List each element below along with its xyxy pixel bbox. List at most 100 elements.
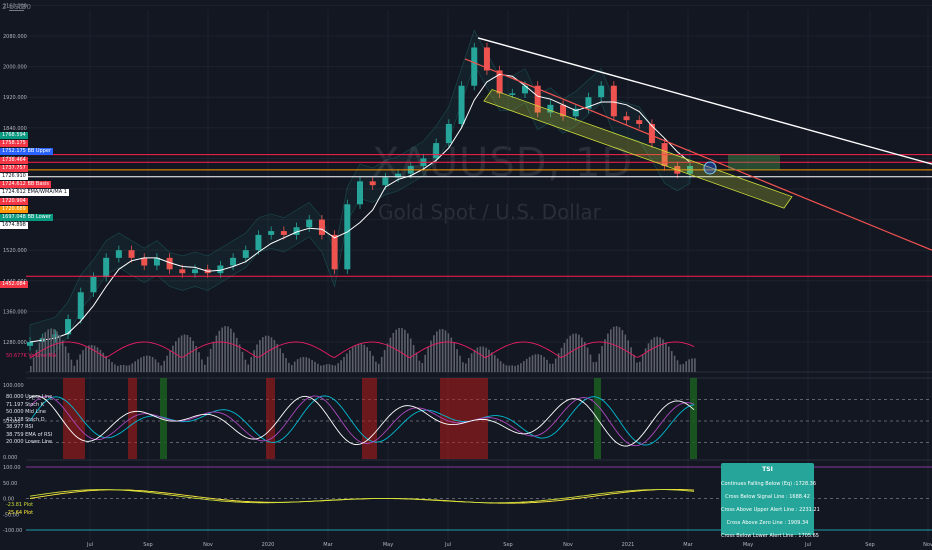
candle [230, 257, 237, 266]
candle [395, 173, 402, 178]
volume-bar [192, 340, 194, 372]
current-price-marker [703, 161, 717, 175]
volume-bar [415, 352, 418, 372]
volume-bar [412, 345, 415, 372]
volume-bar [30, 366, 32, 372]
volume-bar [607, 333, 609, 372]
volume-bar [436, 331, 438, 372]
volume-bar [491, 352, 493, 372]
volume-bar [128, 365, 131, 372]
volume-bar [357, 343, 360, 372]
candle [153, 257, 160, 266]
x-axis-label: Mar [323, 542, 333, 548]
volume-bar [380, 356, 383, 372]
candle [357, 181, 363, 205]
volume-bar [314, 361, 316, 372]
volume-bar [639, 361, 641, 372]
tsi-axis-label: 0.00 [3, 497, 14, 503]
volume-bar [682, 363, 685, 372]
volume-bar [276, 343, 279, 372]
volume-bar [479, 346, 482, 372]
volume-bar [206, 356, 209, 372]
volume-bar [247, 364, 250, 372]
volume-bar [320, 365, 322, 372]
volume-bar [293, 361, 296, 372]
volume-bar [523, 361, 525, 372]
x-axis-label: Jul [444, 542, 451, 548]
volume-bar [398, 327, 400, 372]
price-tag: 1752.175 BB Upper [0, 148, 54, 156]
volume-bar [154, 359, 157, 372]
candle [623, 116, 630, 121]
volume-bar [296, 359, 299, 372]
volume-bar [610, 329, 612, 372]
target-zone [728, 154, 780, 170]
volume-bar [554, 358, 557, 372]
stoch-legend-item: 38.977 RSI [6, 424, 34, 430]
volume-bar [343, 356, 345, 372]
price-axis-label: 1520.000 [3, 248, 27, 254]
price-tag: 1724.612 EMA/WMA/MA 1 [0, 189, 69, 197]
volume-bar [557, 353, 560, 372]
channel-band [483, 89, 793, 209]
volume-bar [366, 347, 368, 372]
volume-bar [673, 355, 676, 372]
volume-bar [615, 326, 618, 372]
volume-bar [221, 327, 223, 372]
candle [103, 257, 110, 277]
volume-bar [383, 350, 386, 372]
tsi-axis-label: 50.00 [3, 481, 17, 487]
volume-bar [233, 332, 235, 372]
price-tag: 1768.594 [0, 132, 28, 139]
volume-bar [96, 347, 99, 372]
volume-bar [160, 365, 163, 372]
x-axis-label: Jul [86, 542, 93, 548]
volume-bar [305, 357, 308, 372]
stoch-axis-label: 0.000 [3, 455, 17, 461]
volume-bar [198, 352, 200, 372]
volume-bar [462, 362, 464, 372]
volume-bar [485, 347, 487, 372]
volume-bar [534, 354, 537, 372]
volume-bar [476, 347, 479, 372]
candle [483, 47, 490, 71]
volume-bar [630, 347, 632, 372]
volume-bar [621, 330, 624, 372]
volume-bar [56, 331, 58, 372]
tsi-line [29, 488, 695, 504]
volume-bar [525, 358, 528, 372]
volume-bar [172, 345, 174, 372]
x-axis-label: Sep [143, 542, 152, 548]
volume-bar [624, 334, 627, 372]
candle [560, 104, 567, 117]
price-axis-label: 2080.000 [3, 34, 27, 40]
candle [90, 276, 97, 293]
x-axis-label: Nov [923, 542, 932, 548]
volume-bar [679, 364, 682, 372]
tsi-box-title: TSI [762, 466, 773, 473]
volume-bar [134, 361, 136, 372]
volume-bar [569, 335, 571, 372]
x-axis-label: Nov [563, 542, 573, 548]
volume-bar [157, 362, 160, 372]
volume-bar [511, 365, 513, 372]
volume-bar [447, 333, 450, 372]
volume-bar [543, 356, 545, 372]
price-axis-label: 2000.000 [3, 65, 27, 71]
tsi-legend-item: -23.81 Plot [6, 502, 34, 508]
volume-bar [627, 340, 629, 372]
candle [217, 265, 224, 274]
volume-bar [328, 364, 331, 372]
volume-bar [578, 334, 580, 372]
volume-bar [61, 340, 64, 372]
x-axis-label: May [743, 542, 753, 548]
volume-bar [41, 336, 44, 372]
volume-bar [204, 364, 206, 372]
volume-bar [244, 359, 247, 372]
candle [128, 250, 135, 258]
price-tag: 1452.084 [0, 281, 28, 288]
volume-bar [691, 358, 693, 372]
volume-bar [253, 350, 255, 372]
x-axis-label: May [383, 542, 393, 548]
